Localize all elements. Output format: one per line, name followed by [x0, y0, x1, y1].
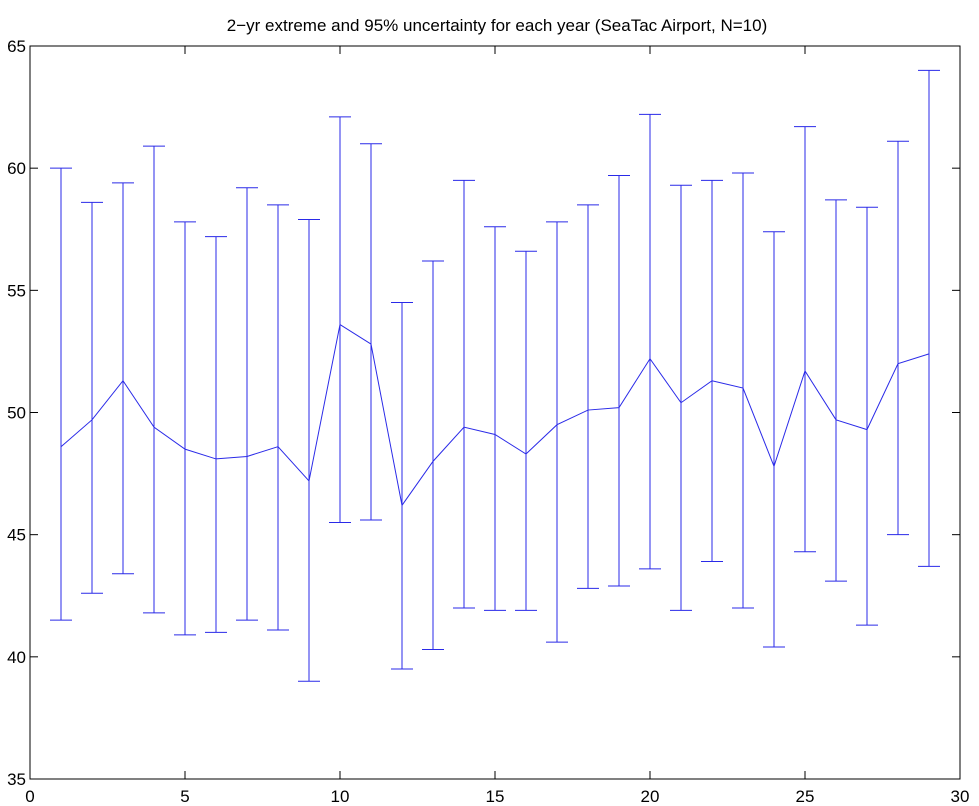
x-tick-label: 30 [951, 787, 970, 806]
x-tick-label: 10 [331, 787, 350, 806]
x-tick-label: 15 [486, 787, 505, 806]
y-tick-label: 35 [7, 770, 26, 789]
plot-marks [50, 69, 940, 682]
y-tick-label: 40 [7, 648, 26, 667]
y-tick-label: 65 [7, 37, 26, 56]
y-tick-label: 50 [7, 404, 26, 423]
x-tick-label: 5 [180, 787, 189, 806]
x-tick-label: 25 [796, 787, 815, 806]
y-tick-label: 60 [7, 159, 26, 178]
x-tick-label: 20 [641, 787, 660, 806]
y-tick-label: 45 [7, 526, 26, 545]
y-tick-label: 55 [7, 281, 26, 300]
chart-title: 2−yr extreme and 95% uncertainty for eac… [227, 16, 768, 35]
x-tick-label: 0 [25, 787, 34, 806]
series-line [60, 323, 930, 507]
axes: 0 5 10 15 20 25 30 35 40 45 50 55 60 65 [7, 37, 969, 806]
